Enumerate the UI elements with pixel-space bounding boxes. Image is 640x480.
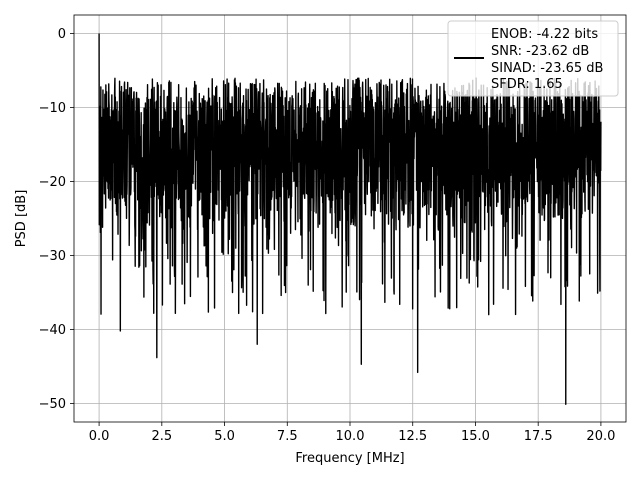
x-tick-label: 10.0 [336, 429, 365, 444]
x-tick-label: 7.5 [277, 429, 298, 444]
legend-sfdr: SFDR: 1.65 [491, 77, 563, 92]
y-tick-label: −40 [39, 323, 66, 338]
axis-ticks: 0.0 2.5 5.0 7.5 10.0 12.5 15.0 17.5 20.0 0 −10 −20 −… [39, 27, 616, 444]
y-tick-label: −20 [39, 175, 66, 190]
x-tick-label: 12.5 [398, 429, 427, 444]
psd-series-line [98, 33, 602, 405]
x-tick-label: 20.0 [586, 429, 615, 444]
legend-snr: SNR: -23.62 dB [491, 44, 589, 59]
legend-enob: ENOB: -4.22 bits [491, 27, 598, 42]
y-axis-label: PSD [dB] [14, 190, 29, 248]
x-tick-label: 0.0 [89, 429, 110, 444]
x-tick-label: 5.0 [214, 429, 235, 444]
y-tick-label: −30 [39, 249, 66, 264]
x-tick-label: 17.5 [524, 429, 553, 444]
legend-sinad: SINAD: -23.65 dB [491, 61, 603, 76]
y-tick-label: 0 [58, 27, 66, 42]
plot-area [98, 33, 602, 405]
legend: ENOB: -4.22 bits SNR: -23.62 dB SINAD: -… [447, 20, 619, 97]
y-tick-label: −10 [39, 101, 66, 116]
legend-box [447, 20, 619, 97]
y-tick-label: −50 [39, 397, 66, 412]
x-axis-label: Frequency [MHz] [295, 451, 404, 466]
x-tick-label: 2.5 [151, 429, 172, 444]
x-tick-label: 15.0 [461, 429, 490, 444]
